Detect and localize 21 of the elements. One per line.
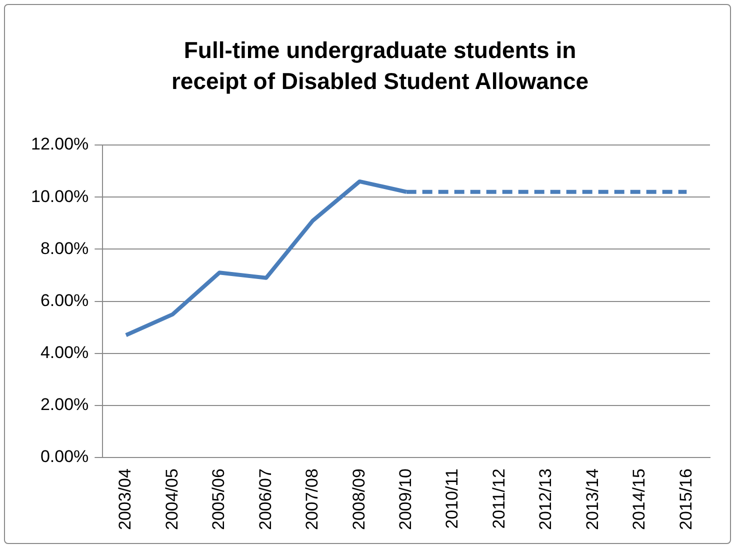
y-tick-label: 8.00% xyxy=(40,238,89,258)
x-tick-label: 2014/15 xyxy=(630,468,649,530)
y-tick-label: 10.00% xyxy=(30,186,89,206)
x-tick-label: 2009/10 xyxy=(396,468,416,530)
x-tick-label: 2011/12 xyxy=(489,468,508,529)
x-tick-label: 2005/06 xyxy=(209,468,228,530)
x-tick-label: 2006/07 xyxy=(256,468,275,530)
x-tick-label: 2013/14 xyxy=(582,468,602,530)
x-tick-label: 2008/09 xyxy=(349,468,368,530)
x-tick-label: 2003/04 xyxy=(116,468,135,530)
x-tick-label: 2015/16 xyxy=(676,468,696,530)
y-tick-label: 4.00% xyxy=(40,343,89,362)
y-tick-label: 0.00% xyxy=(40,447,89,466)
y-tick-label: 2.00% xyxy=(40,395,89,414)
chart-title: Full-time undergraduate students in receipt of Disabled Student Allowance xyxy=(170,36,590,96)
x-tick-label: 2007/08 xyxy=(302,468,322,530)
y-tick-label: 6.00% xyxy=(40,290,89,310)
y-tick-label: 12.00% xyxy=(30,134,89,154)
x-tick-label: 2004/05 xyxy=(162,468,182,530)
x-tick-label: 2012/13 xyxy=(536,468,556,530)
x-tick-label: 2010/11 xyxy=(442,468,462,529)
